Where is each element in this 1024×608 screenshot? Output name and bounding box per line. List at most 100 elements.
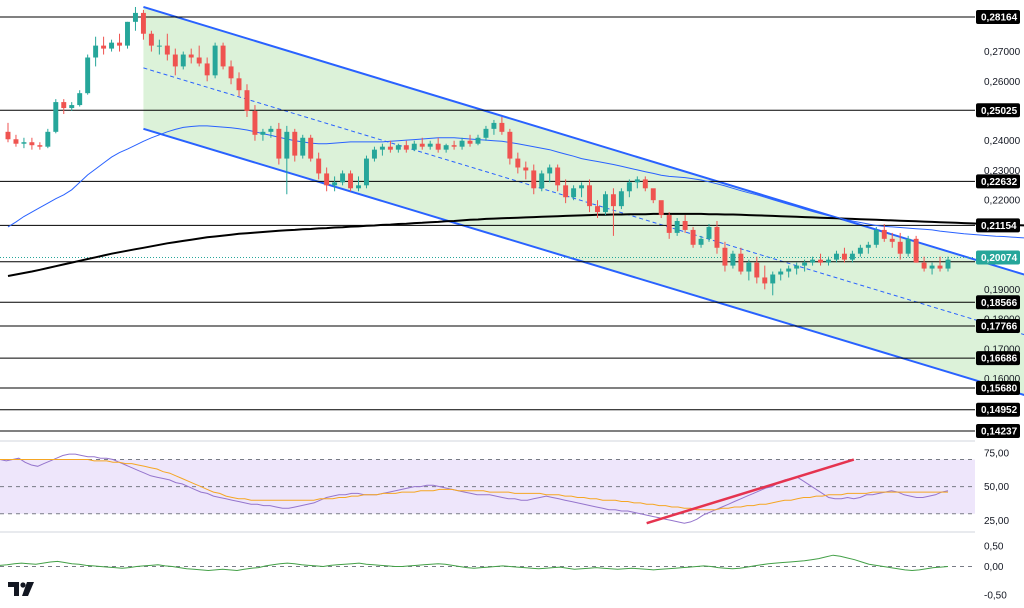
level-price-tag: 0,15680 — [976, 381, 1020, 396]
candle-body — [818, 259, 824, 263]
candle-body — [308, 137, 314, 159]
candle-body — [180, 54, 186, 67]
candle-body — [244, 90, 250, 112]
candle-body — [13, 139, 19, 144]
candle — [276, 122, 282, 165]
candle-body — [841, 253, 847, 260]
tradingview-logo-icon[interactable] — [6, 578, 36, 600]
candle — [459, 137, 465, 150]
candle-body — [650, 188, 656, 201]
candle — [762, 265, 768, 290]
candle-body — [881, 229, 887, 239]
candle — [499, 116, 505, 135]
candle-body — [371, 149, 377, 159]
candle — [332, 176, 338, 192]
level-tag-label: 0,25025 — [981, 106, 1018, 117]
candle-body — [69, 105, 75, 109]
candle-body — [85, 57, 91, 94]
price-axis[interactable]: 0,27000 0,26000 0,24000 0,23000 0,22000 0,190… — [976, 9, 1021, 438]
candle-body — [212, 45, 218, 76]
candle — [873, 226, 879, 248]
candle-body — [746, 262, 752, 272]
candle-body — [642, 179, 648, 189]
candle — [642, 176, 648, 192]
price-axis-label: 0,24000 — [984, 136, 1021, 147]
channel-mid-line — [143, 67, 1024, 336]
candle — [849, 250, 855, 263]
candle — [29, 137, 35, 150]
candle — [571, 185, 577, 201]
price-panel[interactable]: 0,27000 0,26000 0,24000 0,23000 0,22000 0,190… — [0, 6, 1024, 438]
candle — [340, 170, 346, 186]
candle — [491, 119, 497, 135]
candle-body — [443, 145, 449, 150]
candle — [356, 176, 361, 192]
candle — [220, 42, 226, 70]
candle-body — [196, 57, 202, 64]
candle-body — [722, 247, 728, 266]
candle-body — [865, 244, 871, 248]
candle — [308, 134, 314, 162]
level-tag-bg — [976, 402, 1020, 417]
candle-body — [834, 253, 839, 260]
candle-body — [53, 102, 59, 132]
candle-body — [531, 170, 537, 189]
candle — [634, 176, 640, 189]
candle — [77, 90, 83, 107]
candle — [905, 235, 911, 257]
level-price-tag: 0,18566 — [976, 295, 1020, 310]
candle-body — [754, 262, 760, 278]
candle-body — [515, 158, 521, 168]
oscillator-panel[interactable]: 0,50 0,00 -0,50 — [0, 542, 1007, 602]
candle — [395, 143, 401, 153]
level-tag-label: 0,22632 — [981, 177, 1018, 188]
candle-body — [435, 143, 441, 150]
level-tag-bg — [976, 319, 1020, 334]
rsi-panel[interactable]: 75,00 50,00 25,00 — [0, 448, 1009, 527]
candle — [148, 30, 154, 52]
candle — [451, 140, 457, 150]
candle — [658, 200, 664, 219]
candle-body — [658, 200, 664, 216]
candle-body — [109, 42, 115, 49]
level-price-tag: 0,17766 — [976, 319, 1020, 334]
candle — [650, 188, 656, 204]
candle — [595, 200, 600, 219]
candle-body — [547, 167, 553, 174]
candle-body — [690, 229, 696, 245]
candle-body — [37, 145, 43, 147]
candle — [937, 256, 943, 272]
candle-body — [682, 221, 688, 230]
candle — [21, 137, 27, 149]
candle-body — [857, 247, 863, 254]
candle-body — [140, 12, 146, 34]
candle-body — [188, 54, 194, 58]
level-tag-bg — [976, 351, 1020, 366]
candle — [188, 48, 194, 64]
candle-body — [610, 194, 616, 207]
ma-fast-line — [7, 125, 1024, 239]
candle-body — [252, 111, 258, 135]
candle — [841, 247, 847, 263]
candle — [109, 39, 115, 52]
candle — [810, 256, 816, 266]
level-price-tag: 0,16686 — [976, 351, 1020, 366]
candle-body — [332, 182, 338, 186]
candle — [945, 256, 951, 272]
candle-body — [762, 277, 768, 284]
candle — [770, 271, 776, 296]
candle — [531, 164, 537, 195]
candle — [252, 105, 258, 141]
price-axis-label: 0,16000 — [984, 374, 1021, 385]
price-axis-label: 0,22000 — [984, 196, 1021, 207]
candle — [93, 36, 99, 67]
candle — [427, 140, 433, 150]
candle — [754, 256, 760, 284]
rsi-trendline — [646, 458, 855, 525]
candle — [921, 256, 927, 272]
candle — [865, 241, 871, 254]
candle-body — [905, 238, 911, 254]
level-tag-bg — [976, 103, 1020, 118]
price-axis-label: 0,26000 — [984, 77, 1021, 88]
